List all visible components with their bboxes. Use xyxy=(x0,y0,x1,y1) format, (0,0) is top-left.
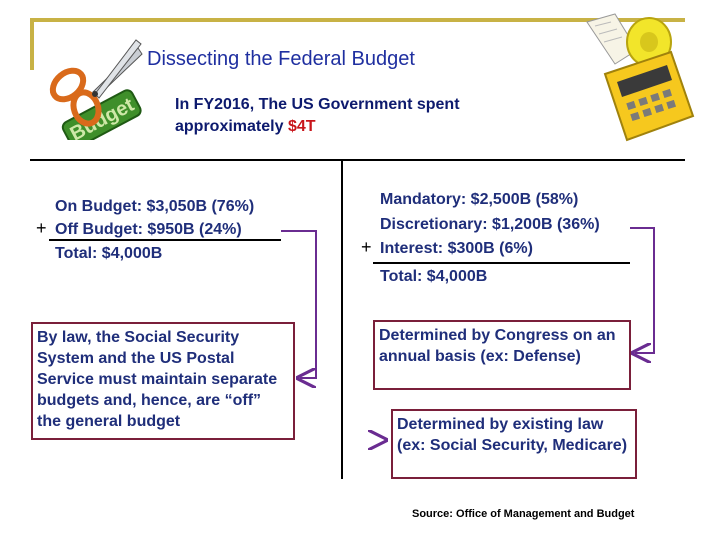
off-budget-arrow xyxy=(281,230,317,378)
off-budget-note-text: By law, the Social Security System and t… xyxy=(37,329,278,430)
budget-plus-sign: + xyxy=(36,218,47,238)
budget-total-line: Total: $4,000B xyxy=(55,245,163,262)
slide-title: Dissecting the Federal Budget xyxy=(147,48,415,70)
discretionary-line: Discretionary: $1,200B (36%) xyxy=(380,216,600,233)
frame-vertical-bar xyxy=(30,18,34,70)
intro-line-2-prefix: approximately xyxy=(175,118,288,135)
budget-sum-line xyxy=(49,239,281,241)
intro-text: In FY2016, The US Government spent appro… xyxy=(175,94,460,138)
intro-line-2: approximately $4T xyxy=(175,116,460,138)
mandatory-line: Mandatory: $2,500B (58%) xyxy=(380,191,579,208)
mandatory-note-text: Determined by existing law (ex: Social S… xyxy=(397,416,628,454)
total-spent-amount: $4T xyxy=(287,118,316,135)
mandatory-connector xyxy=(361,202,384,440)
intro-line-1: In FY2016, The US Government spent xyxy=(175,96,460,113)
discretionary-note-text: Determined by Congress on an annual basi… xyxy=(379,327,616,365)
spending-total-line: Total: $4,000B xyxy=(380,268,488,285)
spending-plus-sign: + xyxy=(361,237,372,257)
off-budget-line: Off Budget: $950B (24%) xyxy=(55,221,242,238)
adding-machine-icon xyxy=(575,12,700,147)
discretionary-note-box: Determined by Congress on an annual basi… xyxy=(373,320,631,390)
spending-sum-line xyxy=(373,262,630,264)
interest-line: Interest: $300B (6%) xyxy=(380,240,533,257)
vertical-divider xyxy=(341,159,343,479)
frame-horizontal-bar xyxy=(30,18,685,22)
scissors-cutting-budget-icon: Budget xyxy=(38,30,148,149)
off-budget-note-box: By law, the Social Security System and t… xyxy=(31,322,295,440)
horizontal-divider xyxy=(30,159,685,161)
discretionary-arrow xyxy=(630,227,655,353)
mandatory-note-box: Determined by existing law (ex: Social S… xyxy=(391,409,637,479)
source-credit: Source: Office of Management and Budget xyxy=(412,508,635,520)
on-budget-line: On Budget: $3,050B (76%) xyxy=(55,198,255,215)
